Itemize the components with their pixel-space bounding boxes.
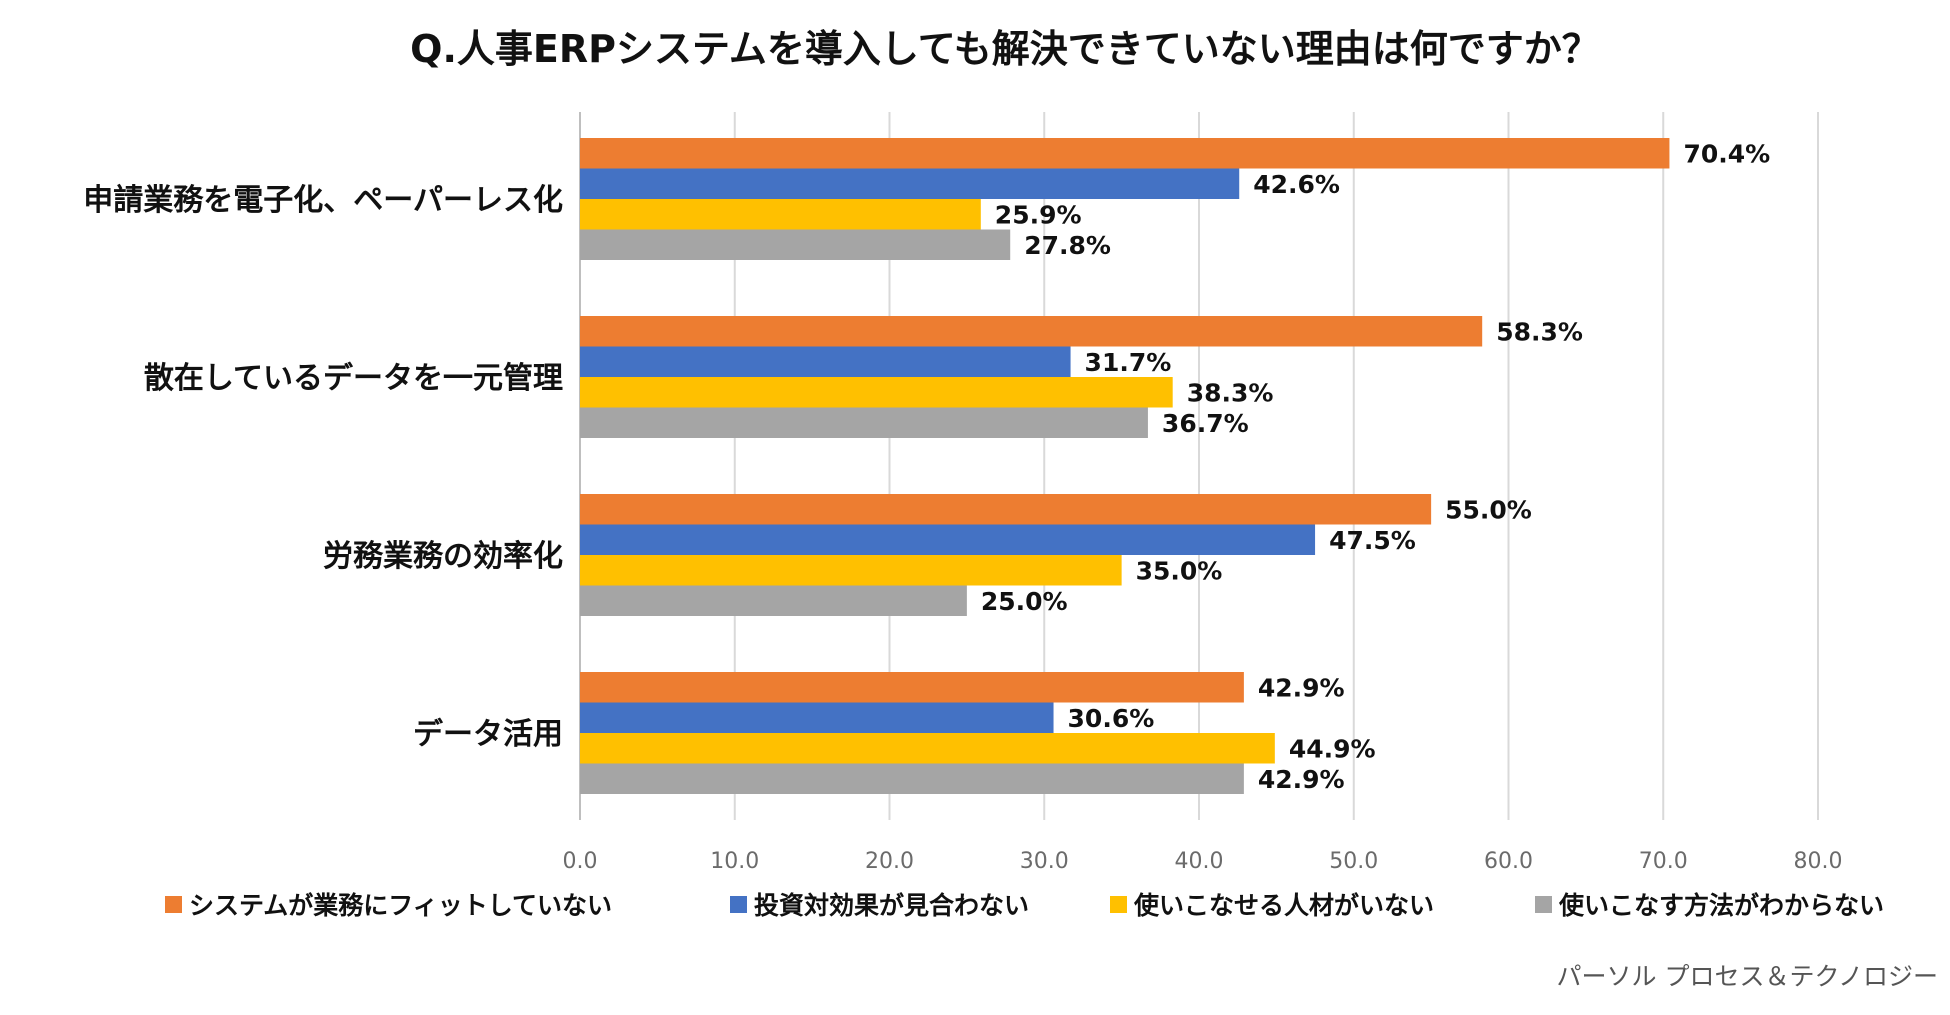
bar-s2-c3 [580,733,1275,764]
bar-s2-c1 [580,377,1173,408]
bar-s3-c1 [580,407,1148,438]
bar-s1-c2 [580,524,1316,555]
legend-label-1: 投資対効果が見合わない [754,891,1029,920]
category-label-2: 労務業務の効率化 [323,539,563,574]
bar-s0-c1 [580,316,1483,347]
bar-s1-c1 [580,346,1071,377]
category-label-0: 申請業務を電子化、ペーパーレス化 [83,183,563,218]
data-label-s3-c3: 42.9% [1258,765,1345,794]
data-label-s0-c2: 55.0% [1445,495,1532,524]
x-tick-label: 10.0 [710,849,759,874]
data-labels: 70.4% 42.6% 25.9%27.8% 58.3% 31.7% 38.3%36.7%… [981,139,1770,794]
data-label-s2-c0: 25.9% [995,200,1082,229]
legend-label-2: 使いこなせる人材がいない [1133,891,1434,920]
legend-swatch-1 [730,896,747,913]
x-tick-label: 50.0 [1329,849,1378,874]
x-tick-label: 80.0 [1794,849,1843,874]
legend-swatch-3 [1535,896,1552,913]
data-label-s1-c3: 30.6% [1068,704,1155,733]
data-label-s0-c0: 70.4% [1683,139,1770,168]
bars [580,138,1670,794]
legend-swatch-2 [1110,896,1127,913]
x-tick-label: 60.0 [1484,849,1533,874]
category-labels: 申請業務を電子化、ペーパーレス化散在しているデータを一元管理労務業務の効率化デー… [83,183,563,752]
legend-label-0: システムが業務にフィットしていない [189,891,612,920]
x-tick-label: 40.0 [1175,849,1224,874]
data-label-s0-c1: 58.3% [1496,317,1583,346]
legend-label-3: 使いこなす方法がわからない [1558,891,1884,920]
data-label-s1-c2: 47.5% [1329,526,1416,555]
bar-s0-c0 [580,138,1670,169]
bar-s0-c2 [580,494,1432,525]
data-label-s2-c3: 44.9% [1289,734,1376,763]
bar-s3-c3 [580,763,1244,794]
legend-swatch-0 [165,896,182,913]
category-label-3: データ活用 [413,717,563,752]
data-label-s2-c1: 38.3% [1187,378,1274,407]
data-label-s3-c1: 36.7% [1162,409,1249,438]
bar-s3-c0 [580,229,1011,260]
x-tick-label: 0.0 [563,849,598,874]
x-tick-label: 70.0 [1639,849,1688,874]
data-label-s0-c3: 42.9% [1258,673,1345,702]
category-label-1: 散在しているデータを一元管理 [144,361,563,396]
data-label-s1-c0: 42.6% [1253,170,1340,199]
bar-s1-c3 [580,702,1054,733]
data-label-s1-c1: 31.7% [1085,348,1172,377]
bar-s2-c2 [580,555,1122,586]
data-label-s2-c2: 35.0% [1136,556,1223,585]
bar-s2-c0 [580,199,981,230]
bar-s1-c0 [580,168,1240,199]
bar-s0-c3 [580,672,1244,703]
legend: システムが業務にフィットしていない 投資対効果が見合わない 使いこなせる人材がいない… [165,891,1884,920]
chart-title: Q.人事ERPシステムを導入しても解決できていない理由は何ですか？ [410,27,1600,71]
data-label-s3-c0: 27.8% [1024,231,1111,260]
x-tick-label: 20.0 [865,849,914,874]
bar-s3-c2 [580,585,967,616]
source-credit: パーソル プロセス＆テクノロジー [1557,962,1938,991]
data-label-s3-c2: 25.0% [981,587,1068,616]
x-tick-label: 30.0 [1020,849,1069,874]
x-axis: 0.0 10.0 20.0 30.0 40.0 50.0 60.0 70.0 80.0 [563,849,1843,874]
